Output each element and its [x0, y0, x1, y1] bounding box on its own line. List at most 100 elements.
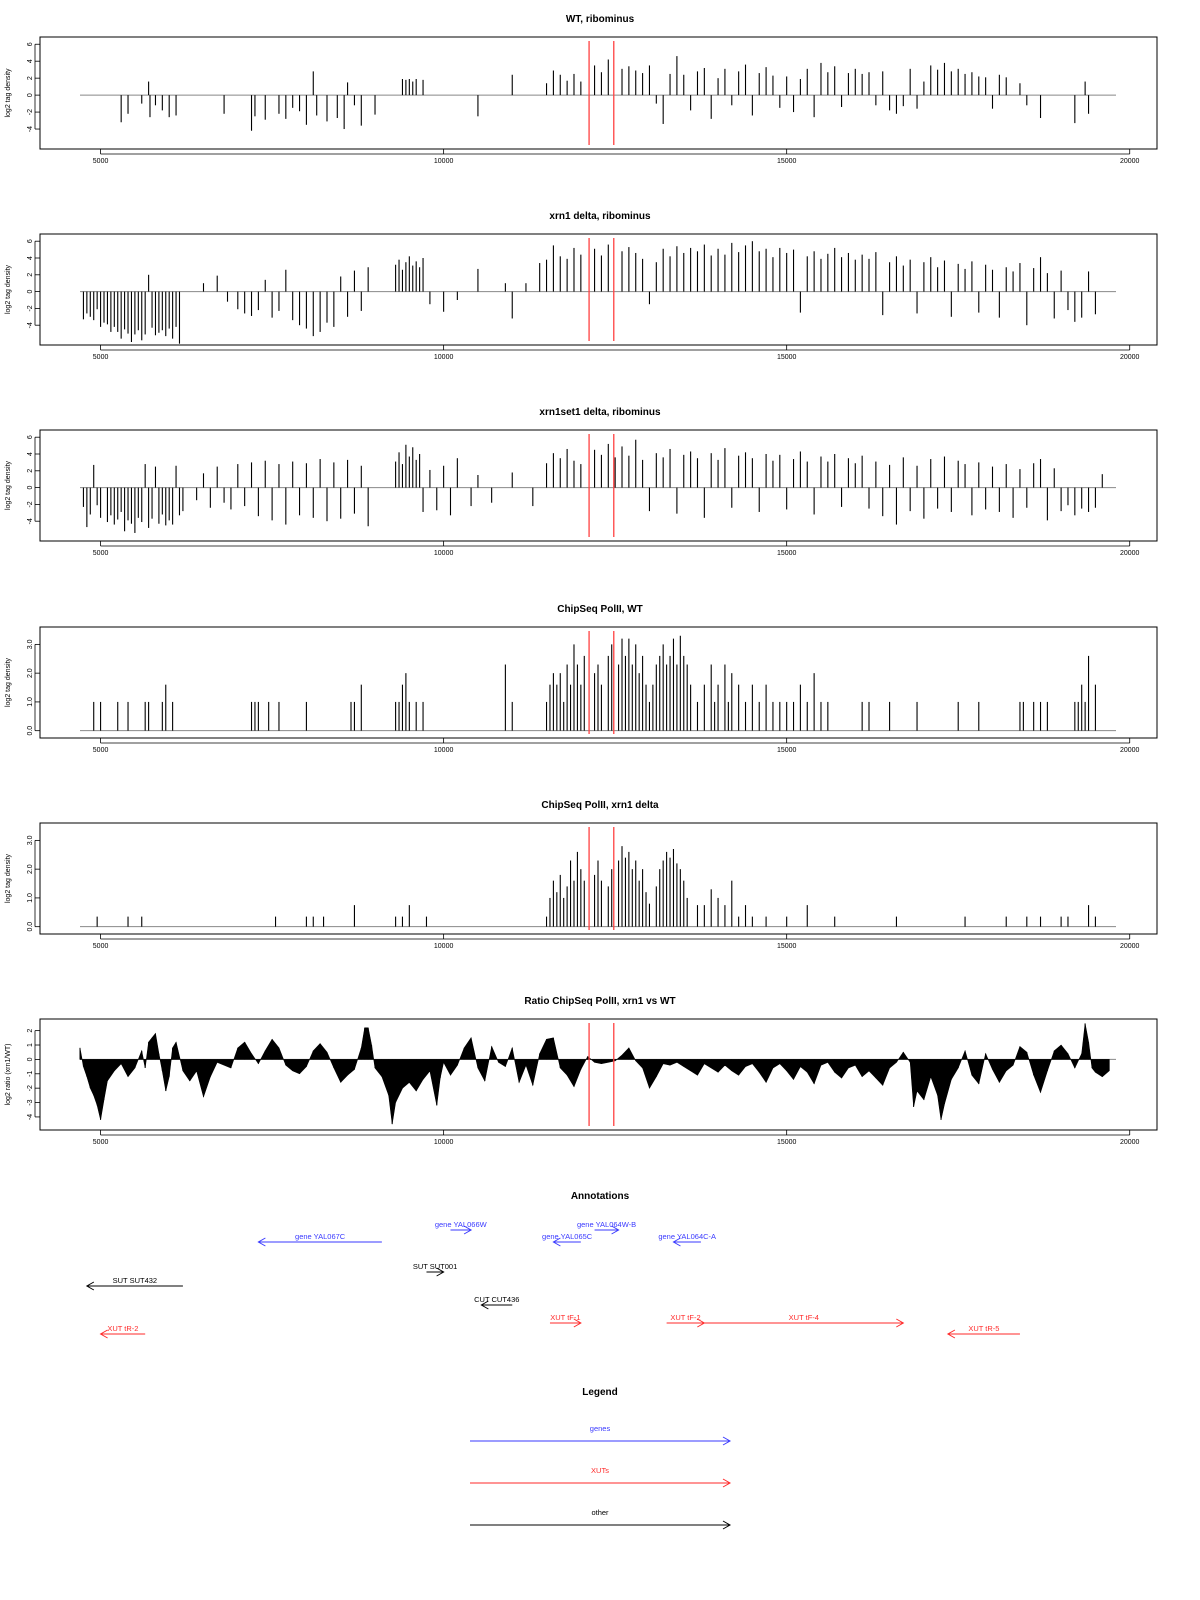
- y-tick-label: 0: [27, 486, 34, 490]
- x-tick-label: 15000: [777, 747, 797, 754]
- annotation-label: XUT tF-2: [670, 1313, 700, 1322]
- y-tick-label: 2: [27, 469, 34, 473]
- y-tick-label: 3.0: [27, 639, 34, 649]
- y-tick-label: -3: [27, 1099, 34, 1105]
- y-tick-label: 6: [27, 42, 34, 46]
- annotation-label: SUT SUT001: [413, 1262, 457, 1271]
- x-tick-label: 20000: [1120, 943, 1140, 950]
- panel-title: xrn1 delta, ribominus: [549, 211, 651, 222]
- y-tick-label: 1.0: [27, 697, 34, 707]
- y-tick-label: 0.0: [27, 922, 34, 932]
- arrow-head: [463, 1225, 473, 1235]
- y-axis-label: log2 ratio (xrn1/WT): [5, 1044, 12, 1106]
- plot-frame: [39, 1018, 1158, 1131]
- annotation-label: XUT tR-2: [107, 1324, 138, 1333]
- legend-label: XUTs: [591, 1466, 609, 1475]
- y-tick-label: 1: [27, 1043, 34, 1047]
- y-tick-label: 6: [27, 239, 34, 243]
- plot-frame: [39, 36, 1158, 150]
- y-tick-label: 2: [27, 76, 34, 80]
- arrow-head: [946, 1329, 956, 1339]
- x-tick-label: 10000: [434, 550, 454, 557]
- y-tick-label: 6: [27, 435, 34, 439]
- annotations-panel: Annotations gene YAL067C gene YAL066W gene …: [85, 1191, 1020, 1339]
- panel-1: WT, ribominus -4 -2 0 2 4 6 log2 tag density 500…: [5, 14, 1158, 165]
- arrow-head: [896, 1318, 905, 1328]
- x-tick-label: 20000: [1120, 550, 1140, 557]
- arrow-head: [85, 1281, 95, 1291]
- panel-title: ChipSeq PolII, xrn1 delta: [541, 800, 659, 811]
- annotation-label: gene YAL067C: [295, 1232, 346, 1241]
- y-tick-label: 0.0: [27, 726, 34, 736]
- y-tick-label: -2: [27, 501, 34, 507]
- y-tick-label: 0: [27, 290, 34, 294]
- plot-frame: [39, 822, 1158, 935]
- annotation-label: gene YAL064C-A: [658, 1232, 716, 1241]
- x-tick-label: 15000: [777, 158, 797, 165]
- x-tick-label: 5000: [93, 1139, 109, 1146]
- arrow-head: [672, 1237, 681, 1247]
- panel-title: ChipSeq PolII, WT: [557, 604, 643, 615]
- panel-title: Ratio ChipSeq PolII, xrn1 vs WT: [524, 996, 675, 1007]
- panel-title: xrn1set1 delta, ribominus: [539, 407, 661, 418]
- y-tick-label: 0: [27, 1057, 34, 1061]
- y-tick-label: -4: [27, 322, 34, 328]
- arrow-head: [573, 1318, 582, 1328]
- y-tick-label: -4: [27, 126, 34, 132]
- x-tick-label: 5000: [93, 747, 109, 754]
- y-tick-label: -1: [27, 1071, 34, 1077]
- annotations-title: Annotations: [571, 1191, 630, 1202]
- plot-frame: [39, 233, 1158, 346]
- y-axis-label: log2 tag density: [5, 460, 12, 510]
- y-axis-label: log2 tag density: [5, 264, 12, 314]
- x-tick-label: 15000: [777, 354, 797, 361]
- legend-title: Legend: [582, 1387, 618, 1398]
- x-tick-label: 20000: [1120, 1139, 1140, 1146]
- x-tick-label: 10000: [434, 158, 454, 165]
- plot-frame: [39, 626, 1158, 739]
- x-tick-label: 15000: [777, 1139, 797, 1146]
- x-tick-label: 20000: [1120, 158, 1140, 165]
- arrow-head: [611, 1225, 620, 1235]
- panel-title: WT, ribominus: [566, 14, 635, 25]
- x-tick-label: 10000: [434, 747, 454, 754]
- y-tick-label: -4: [27, 1114, 34, 1120]
- y-tick-label: -4: [27, 518, 34, 524]
- y-axis-label: log2 tag density: [5, 68, 12, 118]
- panel-4: ChipSeq PolII, WT 0.0 1.0 2.0 3.0 log2 tag de…: [5, 604, 1158, 754]
- y-tick-label: 2: [27, 273, 34, 277]
- x-tick-label: 5000: [93, 550, 109, 557]
- arrow-head: [257, 1237, 266, 1247]
- arrow-head: [436, 1267, 445, 1277]
- y-tick-label: 0: [27, 93, 34, 97]
- y-tick-label: 3.0: [27, 835, 34, 845]
- y-axis-label: log2 tag density: [5, 657, 12, 707]
- x-tick-label: 20000: [1120, 354, 1140, 361]
- annotation-label: XUT tR-5: [968, 1324, 999, 1333]
- annotation-label: CUT CUT436: [474, 1295, 519, 1304]
- y-axis-label: log2 tag density: [5, 853, 12, 903]
- legend-label: other: [591, 1508, 609, 1517]
- x-tick-label: 20000: [1120, 747, 1140, 754]
- y-tick-label: 4: [27, 256, 34, 260]
- ratio-area: [79, 1023, 1110, 1125]
- legend-panel: Legend genes XUTs other: [470, 1387, 732, 1530]
- arrow-head: [722, 1436, 732, 1446]
- x-tick-label: 10000: [434, 1139, 454, 1146]
- x-tick-label: 15000: [777, 943, 797, 950]
- x-tick-label: 5000: [93, 943, 109, 950]
- arrow-head: [480, 1300, 489, 1310]
- x-tick-label: 5000: [93, 158, 109, 165]
- y-tick-label: 2.0: [27, 668, 34, 678]
- arrow-head: [552, 1237, 561, 1247]
- x-tick-label: 10000: [434, 354, 454, 361]
- panel-6: Ratio ChipSeq PolII, xrn1 vs WT -4 -3 -2 -1 0…: [5, 996, 1158, 1146]
- annotation-label: gene YAL066W: [435, 1220, 488, 1229]
- arrow-head: [722, 1478, 732, 1488]
- plot-frame: [39, 429, 1158, 542]
- annotation-label: SUT SUT432: [113, 1276, 157, 1285]
- arrow-head: [722, 1520, 732, 1530]
- y-tick-label: -2: [27, 1085, 34, 1091]
- legend-label: genes: [590, 1424, 611, 1433]
